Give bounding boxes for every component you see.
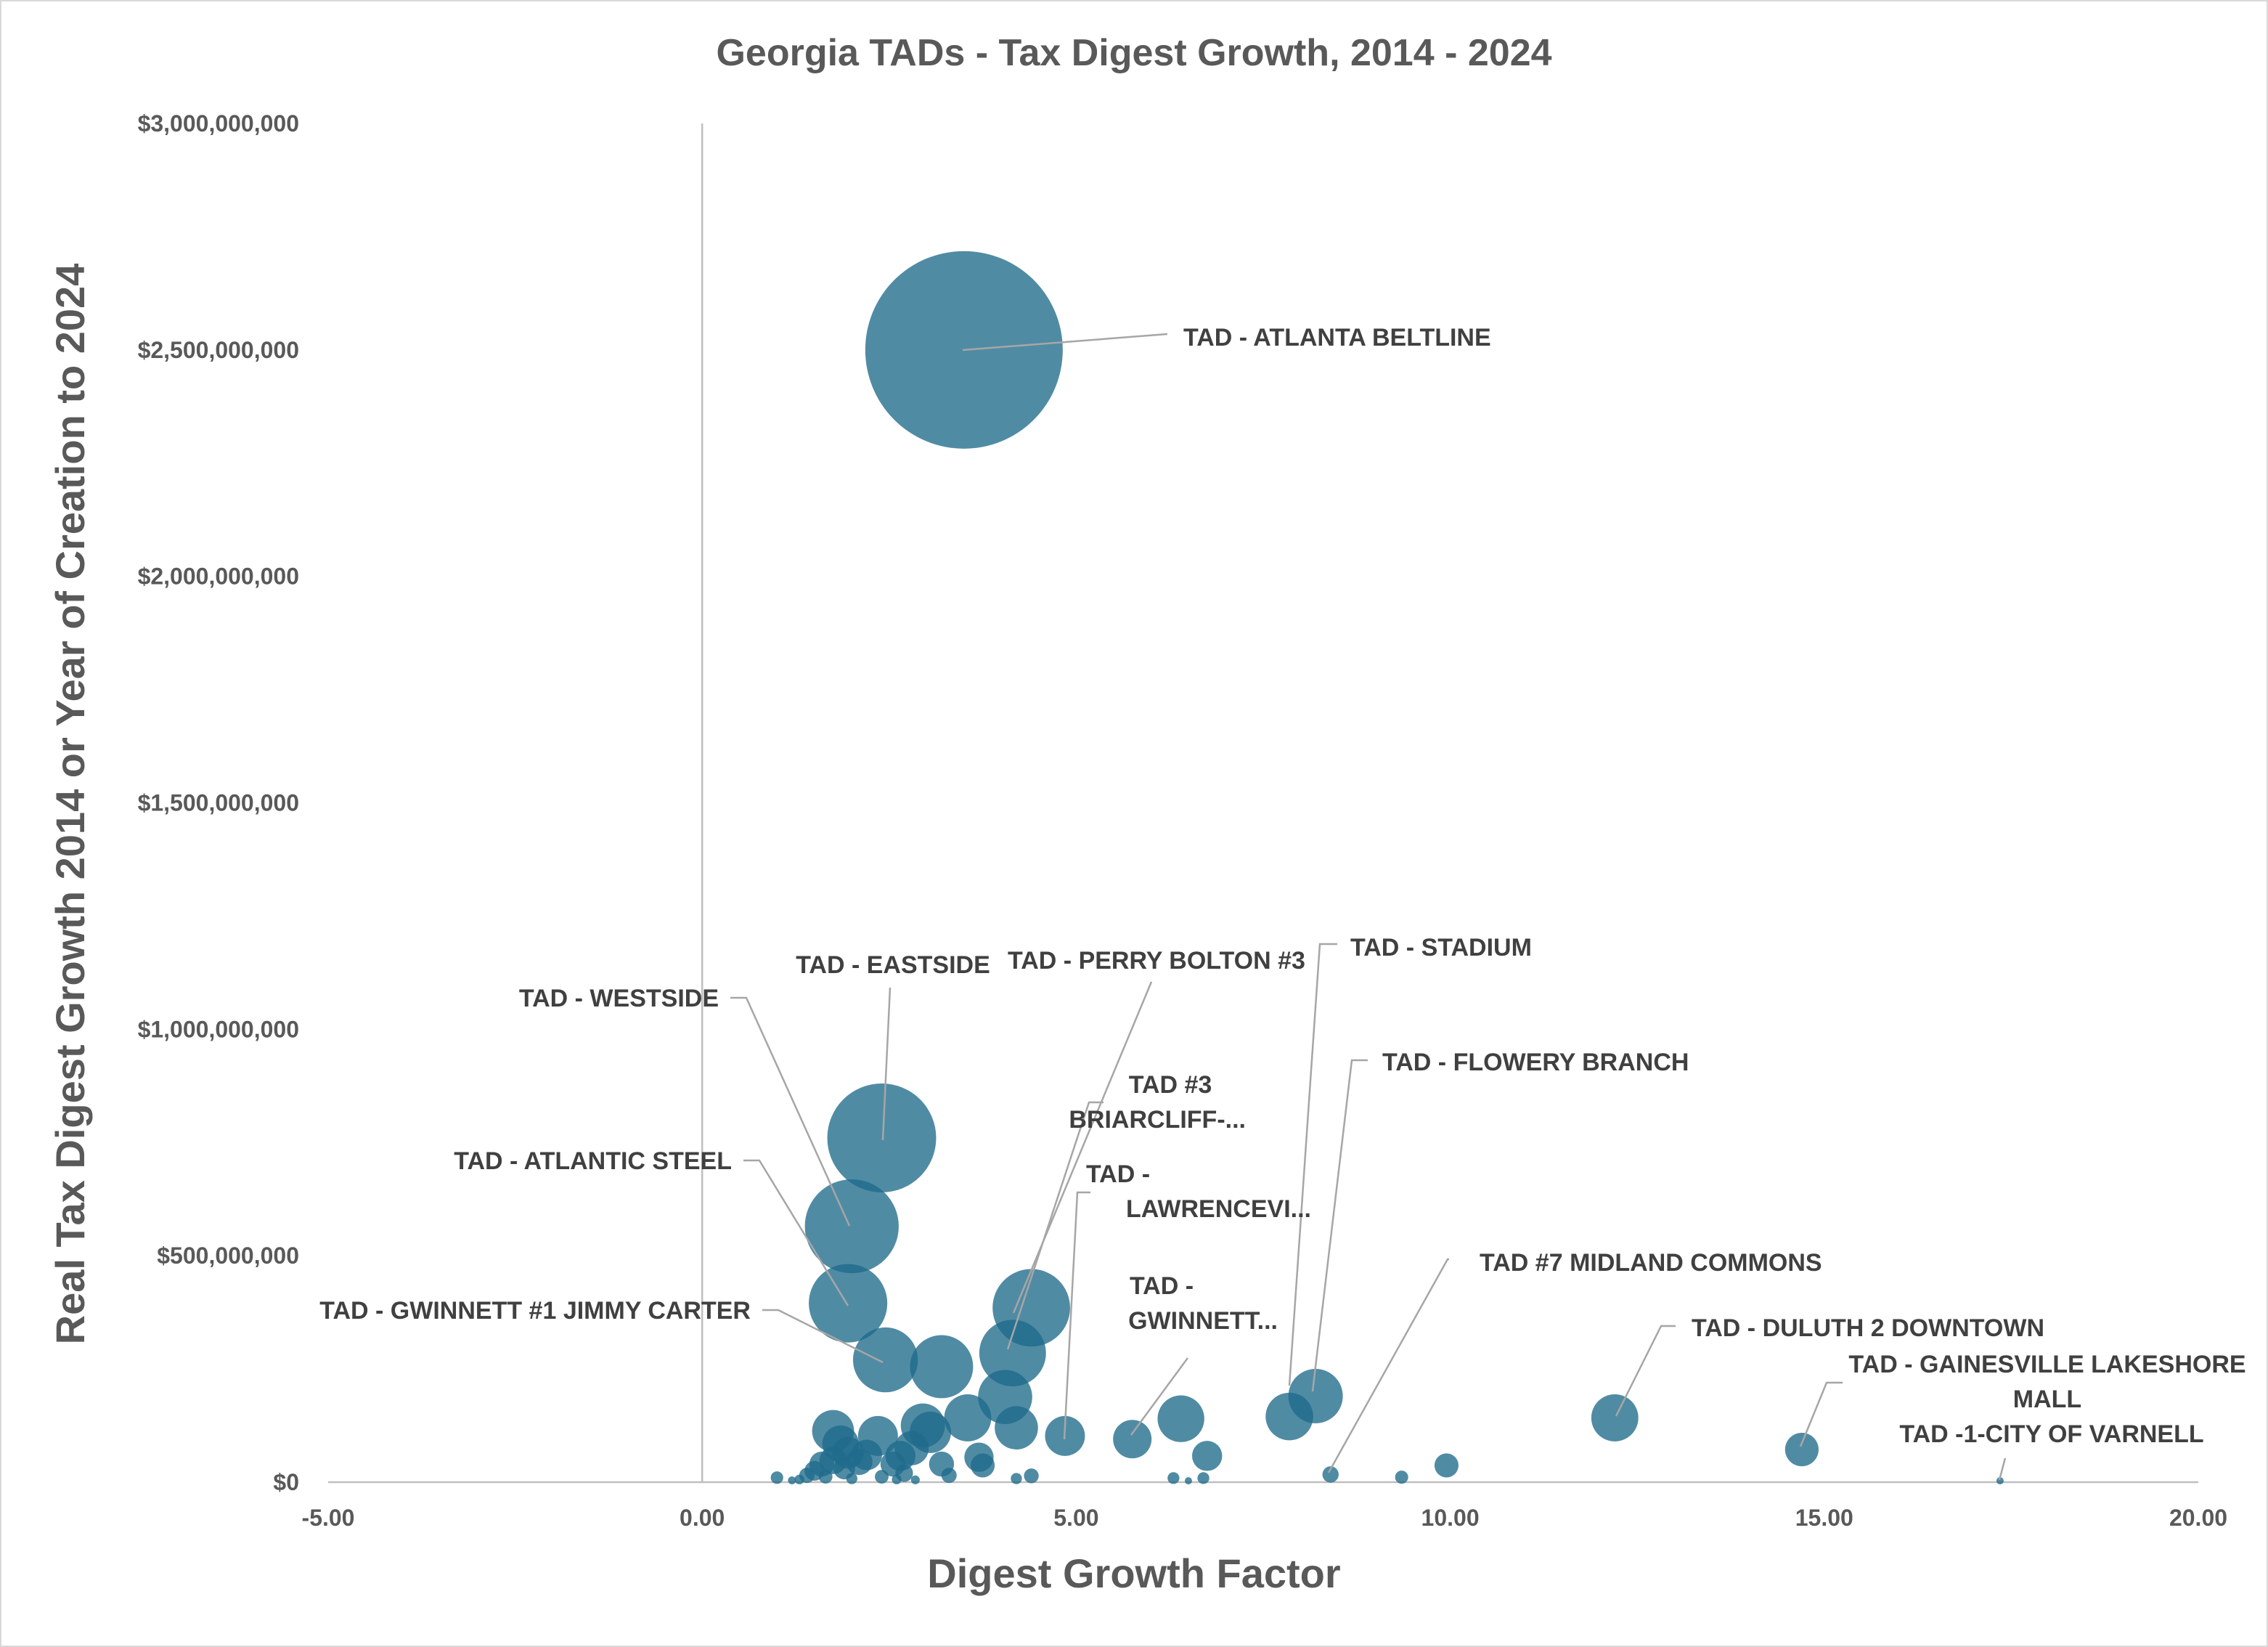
y-tick-label: $2,500,000,000 <box>138 337 299 363</box>
y-tick-label: $1,000,000,000 <box>138 1016 299 1042</box>
x-tick-label: 10.00 <box>1421 1505 1480 1531</box>
leader-line <box>1130 1357 1189 1436</box>
y-tick-label: $2,000,000,000 <box>138 564 299 590</box>
leader-lines <box>730 333 2007 1481</box>
bubble <box>846 1473 857 1484</box>
bubble <box>1024 1468 1039 1484</box>
leader-line <box>962 333 1168 351</box>
bubble-labeled <box>1265 1392 1313 1441</box>
leader-line <box>1327 1258 1449 1473</box>
data-label: TAD - ATLANTA BELTLINE <box>1183 324 1491 351</box>
bubble <box>770 1471 783 1484</box>
bubble <box>941 1468 957 1484</box>
data-label: TAD - STADIUM <box>1350 934 1532 961</box>
data-label: TAD - EASTSIDE <box>796 951 990 979</box>
data-label: TAD - DULUTH 2 DOWNTOWN <box>1692 1314 2044 1342</box>
x-tick-label: 20.00 <box>2169 1505 2227 1531</box>
data-label: TAD #3 BRIARCLIFF-... <box>1069 1071 1246 1134</box>
x-tick-label: 5.00 <box>1053 1505 1098 1531</box>
bubble <box>1197 1472 1210 1484</box>
bubble <box>892 1474 902 1484</box>
bubble <box>1011 1473 1022 1484</box>
bubble-labeled <box>827 1083 937 1192</box>
data-label: TAD - GWINNETT #1 JIMMY CARTER <box>319 1297 751 1325</box>
data-label: TAD - ATLANTIC STEEL <box>454 1147 732 1175</box>
y-tick-label: $0 <box>273 1469 299 1495</box>
bubble <box>910 1335 974 1399</box>
x-tick-label: 0.00 <box>680 1505 725 1531</box>
x-tick-labels: -5.00 0.00 5.00 10.00 15.00 20.00 <box>302 1505 2228 1531</box>
bubble-labeled <box>1322 1466 1339 1483</box>
bubbles <box>770 251 2004 1485</box>
leader-line <box>881 987 892 1141</box>
bubble <box>971 1453 995 1478</box>
y-axis-title: Real Tax Digest Growth 2014 or Year of C… <box>47 264 93 1345</box>
data-label: TAD - GAINESVILLE LAKESHORE MALL <box>1848 1351 2245 1413</box>
bubble <box>788 1476 796 1484</box>
leader-line <box>762 1309 884 1364</box>
leader-line <box>1063 1191 1090 1440</box>
data-label: TAD - WESTSIDE <box>519 985 719 1012</box>
bubble-labeled <box>809 1264 888 1343</box>
data-labels: TAD - ATLANTA BELTLINE TAD - EASTSIDE TAD … <box>319 324 2245 1448</box>
bubble <box>944 1394 992 1441</box>
bubble-labeled <box>804 1179 899 1274</box>
leader-line <box>1288 943 1337 1386</box>
leader-line <box>1311 1059 1368 1392</box>
bubble-labeled <box>1784 1433 1819 1467</box>
axes <box>328 123 2198 1484</box>
bubble <box>995 1406 1038 1449</box>
leader-line <box>1615 1325 1676 1417</box>
bubble <box>1395 1471 1408 1484</box>
bubble <box>1157 1395 1204 1442</box>
y-tick-label: $1,500,000,000 <box>138 790 299 816</box>
bubble-labeled <box>852 1327 918 1393</box>
bubble-labeled <box>979 1319 1046 1387</box>
chart-title: Georgia TADs - Tax Digest Growth, 2014 -… <box>716 32 1551 74</box>
bubble <box>1434 1453 1459 1478</box>
bubble <box>910 1475 920 1484</box>
bubble <box>1184 1477 1192 1485</box>
leader-line <box>1799 1381 1843 1447</box>
x-axis-title: Digest Growth Factor <box>927 1550 1340 1596</box>
data-label: TAD -1-CITY OF VARNELL <box>1899 1420 2203 1448</box>
bubble <box>818 1470 833 1484</box>
bubble-labeled <box>1996 1477 2004 1485</box>
leader-line <box>1012 981 1153 1314</box>
x-tick-label: 15.00 <box>1795 1505 1853 1531</box>
bubble <box>1192 1441 1223 1471</box>
bubble-labeled <box>1113 1420 1152 1459</box>
leader-line <box>730 996 851 1227</box>
data-label: TAD - FLOWERY BRANCH <box>1382 1049 1689 1076</box>
bubble <box>1167 1472 1180 1484</box>
y-tick-labels: $0 $500,000,000 $1,000,000,000 $1,500,000,0… <box>138 110 299 1495</box>
data-label: TAD -GWINNETT... <box>1128 1272 1278 1335</box>
bubble <box>794 1474 804 1484</box>
y-tick-label: $3,000,000,000 <box>138 110 299 137</box>
data-label: TAD #7 MIDLAND COMMONS <box>1480 1249 1822 1277</box>
leader-line <box>1998 1457 2007 1481</box>
leader-line <box>743 1159 849 1306</box>
x-tick-label: -5.00 <box>302 1505 355 1531</box>
bubble <box>875 1470 889 1484</box>
data-label: TAD -LAWRENCEVI... <box>1086 1160 1311 1223</box>
bubble-labeled <box>1591 1394 1639 1441</box>
y-tick-label: $500,000,000 <box>157 1243 299 1269</box>
leader-line <box>1006 1101 1104 1350</box>
data-label: TAD - PERRY BOLTON #3 <box>1008 947 1305 975</box>
